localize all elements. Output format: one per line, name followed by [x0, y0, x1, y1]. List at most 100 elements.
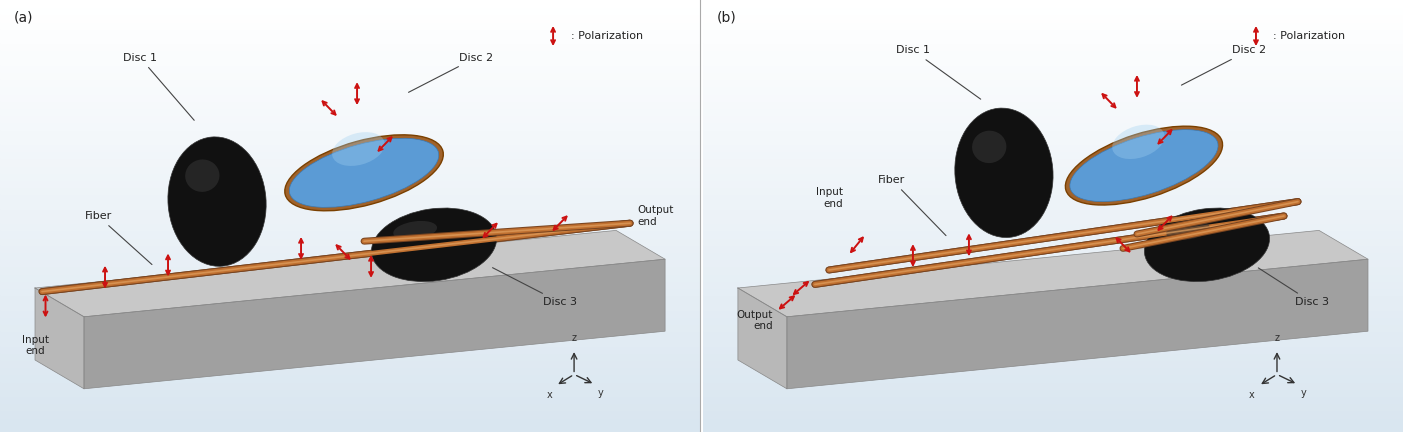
Bar: [0, 180, 700, 187]
Bar: [703, 94, 1403, 101]
Bar: [703, 180, 1403, 187]
Bar: [703, 209, 1403, 216]
Bar: [0, 360, 700, 367]
Bar: [0, 324, 700, 331]
Text: z: z: [1274, 334, 1280, 343]
Bar: [0, 216, 700, 223]
Bar: [0, 14, 700, 22]
Bar: [703, 288, 1403, 295]
Bar: [703, 353, 1403, 360]
Bar: [0, 130, 700, 137]
Bar: [703, 115, 1403, 122]
Bar: [703, 338, 1403, 346]
Text: Disc 3: Disc 3: [1258, 268, 1329, 308]
Bar: [0, 403, 700, 410]
Bar: [0, 173, 700, 180]
Text: (b): (b): [717, 11, 737, 25]
Text: Output
end: Output end: [637, 205, 673, 227]
Bar: [703, 245, 1403, 252]
Bar: [0, 144, 700, 151]
Bar: [703, 238, 1403, 245]
Bar: [703, 367, 1403, 375]
Bar: [0, 51, 700, 57]
Text: Fiber: Fiber: [878, 175, 946, 235]
Bar: [703, 302, 1403, 310]
Bar: [703, 194, 1403, 202]
Bar: [703, 137, 1403, 144]
Bar: [0, 410, 700, 418]
Bar: [703, 122, 1403, 130]
Bar: [703, 259, 1403, 267]
Text: Disc 2: Disc 2: [408, 53, 492, 92]
Bar: [703, 425, 1403, 432]
Bar: [703, 360, 1403, 367]
Ellipse shape: [372, 208, 497, 282]
Bar: [0, 43, 700, 51]
Text: Input
end: Input end: [21, 335, 49, 356]
Bar: [703, 331, 1403, 338]
Bar: [703, 159, 1403, 165]
Bar: [703, 43, 1403, 51]
Ellipse shape: [333, 132, 384, 166]
Bar: [0, 310, 700, 317]
Bar: [703, 101, 1403, 108]
Bar: [703, 130, 1403, 137]
Bar: [703, 317, 1403, 324]
Bar: [0, 79, 700, 86]
Bar: [703, 65, 1403, 72]
Bar: [0, 238, 700, 245]
Bar: [703, 36, 1403, 43]
Bar: [0, 194, 700, 202]
Bar: [0, 122, 700, 130]
Text: Disc 1: Disc 1: [897, 45, 981, 99]
Polygon shape: [35, 288, 84, 389]
Bar: [0, 115, 700, 122]
Bar: [0, 86, 700, 94]
Bar: [703, 230, 1403, 238]
Bar: [0, 302, 700, 310]
Bar: [0, 367, 700, 375]
Bar: [0, 209, 700, 216]
Bar: [703, 187, 1403, 194]
Bar: [0, 0, 700, 7]
Bar: [0, 151, 700, 159]
Bar: [703, 0, 1403, 7]
Bar: [703, 51, 1403, 57]
Bar: [0, 72, 700, 79]
Bar: [0, 353, 700, 360]
Bar: [0, 346, 700, 353]
Bar: [703, 410, 1403, 418]
Bar: [0, 281, 700, 288]
Bar: [0, 396, 700, 403]
Bar: [0, 288, 700, 295]
Bar: [0, 389, 700, 396]
Bar: [0, 187, 700, 194]
Ellipse shape: [1065, 126, 1222, 205]
Bar: [0, 425, 700, 432]
Bar: [703, 173, 1403, 180]
Ellipse shape: [1070, 130, 1218, 202]
Bar: [703, 273, 1403, 281]
Bar: [703, 14, 1403, 22]
Bar: [0, 65, 700, 72]
Polygon shape: [35, 230, 665, 317]
Bar: [0, 22, 700, 29]
Polygon shape: [787, 259, 1368, 389]
Bar: [0, 338, 700, 346]
Bar: [703, 108, 1403, 115]
Bar: [0, 223, 700, 230]
Bar: [703, 346, 1403, 353]
Text: Output
end: Output end: [737, 310, 773, 331]
Bar: [703, 151, 1403, 159]
Bar: [703, 267, 1403, 273]
Bar: [703, 295, 1403, 302]
Bar: [0, 29, 700, 36]
Ellipse shape: [1113, 125, 1164, 159]
Bar: [703, 144, 1403, 151]
Bar: [0, 267, 700, 273]
Bar: [703, 281, 1403, 288]
Text: (a): (a): [14, 11, 34, 25]
Bar: [0, 331, 700, 338]
Text: : Polarization: : Polarization: [571, 31, 643, 41]
Text: x: x: [1249, 390, 1254, 400]
